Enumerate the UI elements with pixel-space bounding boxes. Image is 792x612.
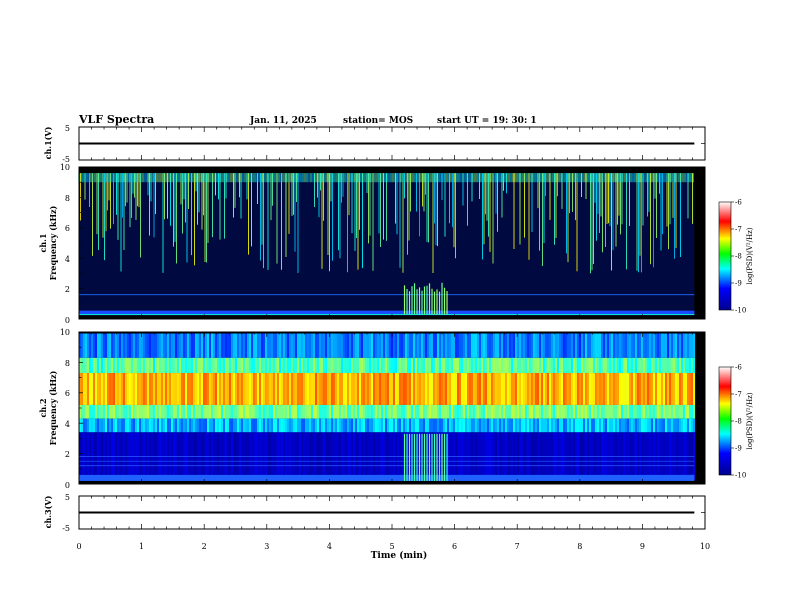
ch1-voltage-panel: 5 -5 ch.1(V) bbox=[43, 124, 706, 164]
ch3-ytick-top: 5 bbox=[65, 493, 70, 502]
ch2-spectrogram-panel: 10 8 6 4 2 0 ch.2 Frequency (kHz) bbox=[38, 328, 706, 490]
ch1-colorbar-label: log(PSD)(V²/Hz) bbox=[746, 227, 754, 284]
colorbar-tick-label: -9 bbox=[735, 280, 742, 288]
ch1-colorbar-gradient bbox=[718, 201, 732, 311]
ch2-ytick-10: 10 bbox=[60, 328, 70, 337]
colorbar-tick-label: -10 bbox=[735, 307, 746, 315]
ch1-ytick-6: 6 bbox=[65, 224, 70, 233]
colorbar-tick-label: -6 bbox=[735, 199, 742, 207]
ch2-colorbar: -6 -7 -8 -9 -10 log(PSD)(V²/Hz) bbox=[718, 364, 754, 480]
date-label: Jan. 11, 2025 bbox=[249, 116, 317, 126]
ch2-colorbar-gradient bbox=[718, 366, 732, 476]
ch1-spectrogram-image bbox=[78, 173, 695, 316]
ch1-spectrogram-panel: 10 8 6 4 2 0 ch.1 Frequency (kHz) bbox=[38, 163, 706, 325]
ch2-ytick-4: 4 bbox=[65, 420, 70, 429]
ch2-ytick-2: 2 bbox=[65, 450, 70, 459]
colorbar-tick-label: -6 bbox=[735, 364, 742, 372]
x-tick-label: 5 bbox=[389, 542, 394, 551]
ch2-ytick-6: 6 bbox=[65, 389, 70, 398]
colorbar-tick-label: -8 bbox=[735, 253, 742, 261]
x-tick-label: 2 bbox=[202, 542, 207, 551]
figure-title: VLF Spectra bbox=[78, 113, 154, 126]
colorbar-tick-label: -7 bbox=[735, 391, 742, 399]
colorbar-tick-label: -7 bbox=[735, 226, 742, 234]
ch1-ytick-8: 8 bbox=[65, 194, 70, 203]
x-tick-label: 8 bbox=[577, 542, 582, 551]
x-tick-label: 0 bbox=[76, 542, 81, 551]
x-tick-label: 9 bbox=[640, 542, 645, 551]
ch1-ytick-0: 0 bbox=[65, 316, 70, 325]
colorbar-tick-label: -9 bbox=[735, 445, 742, 453]
ch1-ytick-2: 2 bbox=[65, 285, 70, 294]
ch1-voltage-ylabel: ch.1(V) bbox=[43, 126, 53, 159]
x-axis-label: Time (min) bbox=[371, 550, 428, 561]
ch2-spectrogram-image bbox=[79, 333, 696, 481]
x-tick-label: 4 bbox=[327, 542, 332, 551]
x-tick-label: 1 bbox=[139, 542, 144, 551]
x-tick-label: 3 bbox=[264, 542, 269, 551]
ch2-ytick-8: 8 bbox=[65, 359, 70, 368]
ch3-voltage-ylabel: ch.3(V) bbox=[43, 495, 53, 528]
ch1-spectrogram-ylabel: ch.1 bbox=[38, 233, 48, 252]
ch1-colorbar: -6 -7 -8 -9 -10 log(PSD)(V²/Hz) bbox=[718, 199, 754, 315]
x-tick-label: 10 bbox=[700, 542, 710, 551]
ch1-frequency-ylabel: Frequency (kHz) bbox=[48, 205, 58, 280]
ch2-ytick-0: 0 bbox=[65, 481, 70, 490]
x-axis-tick-labels: 0 1 2 3 4 5 6 7 8 9 10 bbox=[76, 542, 710, 551]
colorbar-tick-label: -10 bbox=[735, 472, 746, 480]
ch2-colorbar-label: log(PSD)(V²/Hz) bbox=[746, 392, 754, 449]
ch1-ytick-4: 4 bbox=[65, 255, 70, 264]
ch3-voltage-panel: 5 -5 ch.3(V) bbox=[43, 493, 706, 533]
x-tick-label: 7 bbox=[515, 542, 520, 551]
colorbar-tick-label: -8 bbox=[735, 418, 742, 426]
start-time-label: start UT = 19: 30: 1 bbox=[437, 116, 537, 126]
station-label: station= MOS bbox=[343, 116, 413, 126]
ch1-ytick-bottom: -5 bbox=[62, 155, 70, 164]
ch2-frequency-ylabel: Frequency (kHz) bbox=[48, 370, 58, 445]
x-tick-label: 6 bbox=[452, 542, 457, 551]
ch3-ytick-bottom: -5 bbox=[62, 524, 70, 533]
ch2-spectrogram-ylabel: ch.2 bbox=[38, 398, 48, 417]
ch1-ytick-top: 5 bbox=[65, 124, 70, 133]
ch1-ytick-10: 10 bbox=[60, 163, 70, 172]
